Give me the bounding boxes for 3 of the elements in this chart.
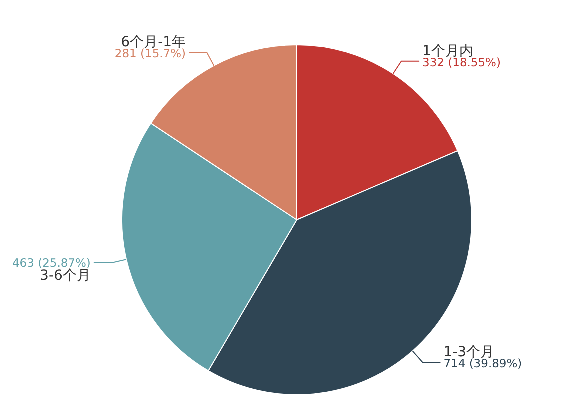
slice-label: 3-6个月 [40,268,91,284]
data-label: 463 (25.87%) [12,256,91,270]
data-label: 281 (15.7%) [114,46,186,61]
